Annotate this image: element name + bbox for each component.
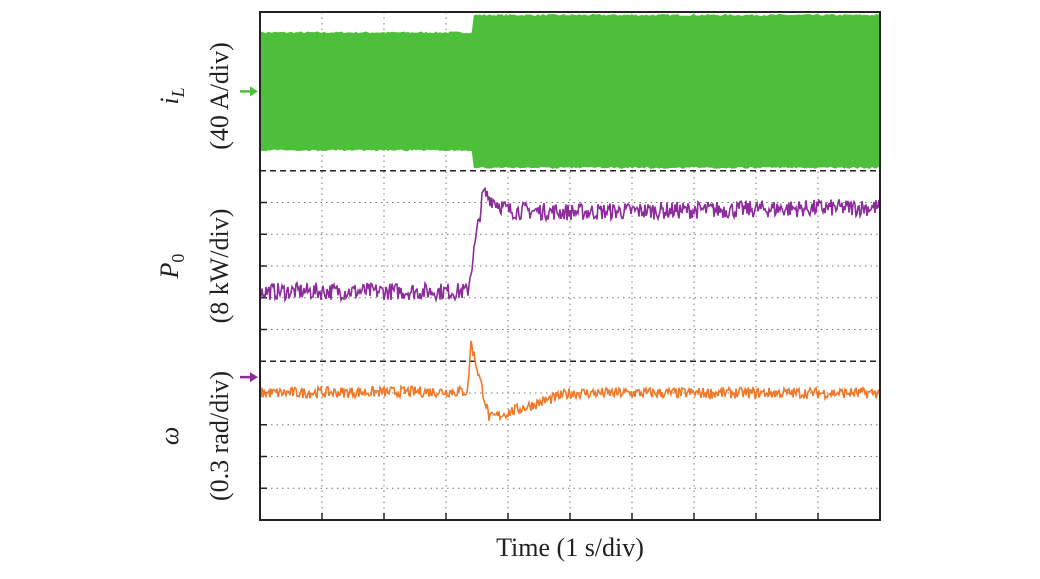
omega-trace xyxy=(259,340,881,422)
il-trace xyxy=(259,13,881,169)
p0-ground-marker-head xyxy=(250,372,258,383)
x-axis-label: Time (1 s/div) xyxy=(496,533,644,562)
chart-traces xyxy=(259,13,881,422)
channel-markers xyxy=(240,86,258,383)
il-scale-label: (40 A/div) xyxy=(205,42,234,150)
p0-scale-label: (8 kW/div) xyxy=(205,209,234,324)
omega-scale-label: (0.3 rad/div) xyxy=(205,371,234,501)
p0-label: P0 xyxy=(155,254,188,280)
il-label: iL xyxy=(155,87,188,104)
p0-trace xyxy=(259,186,881,303)
omega-label: ω xyxy=(155,427,184,445)
plot-frame xyxy=(259,11,881,521)
il-ground-marker-head xyxy=(250,86,258,97)
